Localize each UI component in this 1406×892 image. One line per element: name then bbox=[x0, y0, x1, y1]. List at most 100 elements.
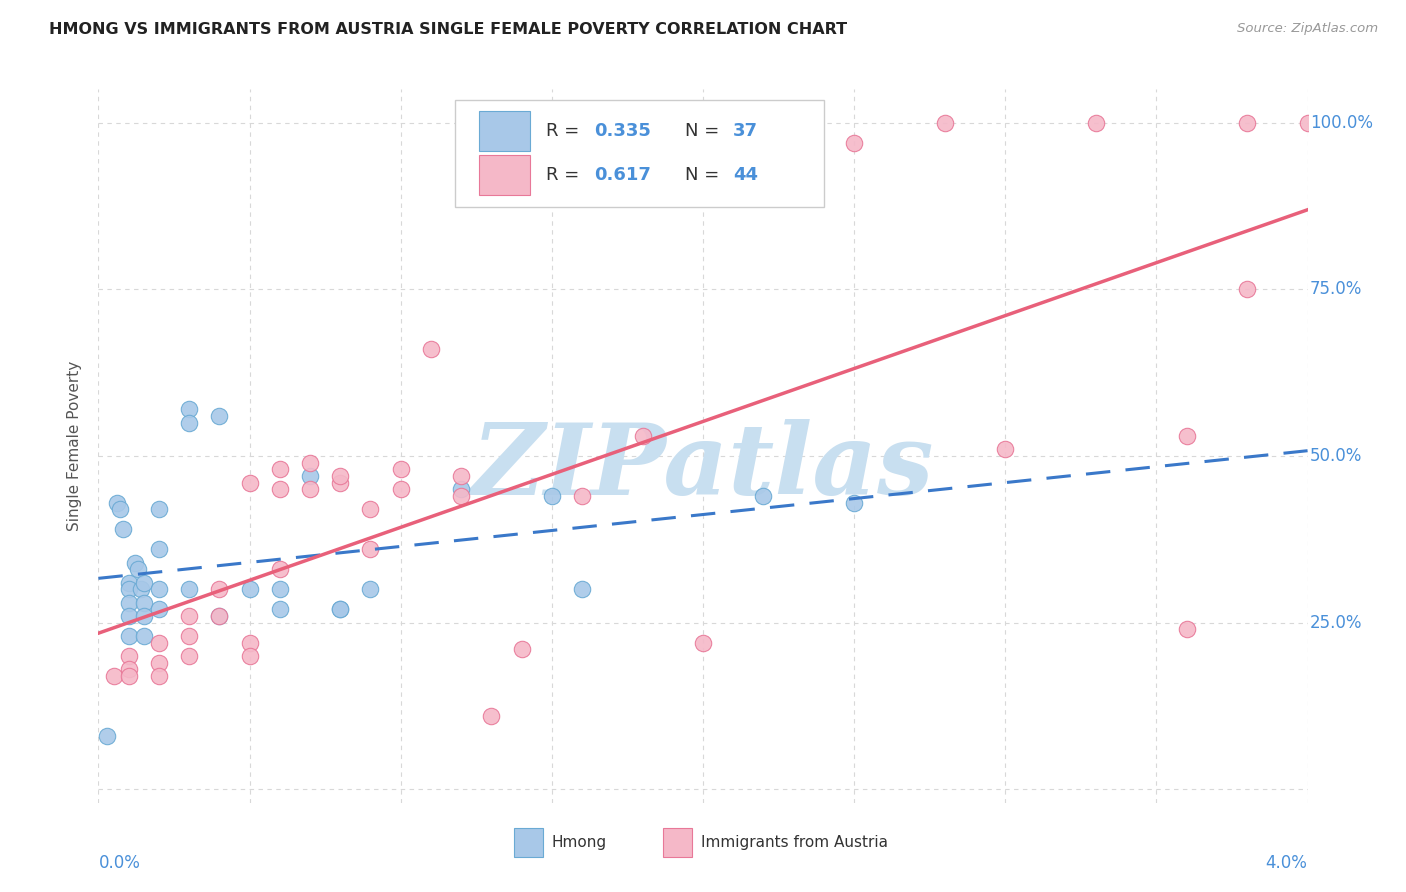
Point bbox=[631, 429, 654, 443]
Point bbox=[239, 636, 262, 650]
Text: ZIPatlas: ZIPatlas bbox=[472, 419, 934, 516]
Point bbox=[540, 489, 562, 503]
Point bbox=[148, 669, 170, 683]
Point bbox=[239, 475, 262, 490]
Point bbox=[179, 402, 201, 417]
Point bbox=[179, 649, 201, 664]
Point bbox=[269, 582, 291, 597]
FancyBboxPatch shape bbox=[515, 829, 543, 857]
Text: 0.0%: 0.0% bbox=[98, 855, 141, 872]
Point bbox=[111, 522, 134, 536]
Point bbox=[299, 483, 322, 497]
Point bbox=[269, 462, 291, 476]
Point bbox=[269, 602, 291, 616]
Point bbox=[299, 456, 322, 470]
Point bbox=[179, 629, 201, 643]
Text: 25.0%: 25.0% bbox=[1310, 614, 1362, 632]
Point bbox=[148, 602, 170, 616]
Point bbox=[129, 582, 152, 597]
Point bbox=[118, 575, 141, 590]
Text: 75.0%: 75.0% bbox=[1310, 280, 1362, 298]
Text: R =: R = bbox=[546, 121, 585, 139]
Text: HMONG VS IMMIGRANTS FROM AUSTRIA SINGLE FEMALE POVERTY CORRELATION CHART: HMONG VS IMMIGRANTS FROM AUSTRIA SINGLE … bbox=[49, 22, 848, 37]
Point bbox=[844, 496, 866, 510]
Point bbox=[148, 542, 170, 557]
Point bbox=[360, 542, 382, 557]
Point bbox=[934, 115, 956, 129]
Point bbox=[179, 582, 201, 597]
Text: 44: 44 bbox=[734, 166, 758, 184]
Point bbox=[269, 483, 291, 497]
Text: Immigrants from Austria: Immigrants from Austria bbox=[700, 835, 887, 850]
Point bbox=[389, 483, 412, 497]
Point bbox=[571, 489, 593, 503]
Point bbox=[118, 582, 141, 597]
Text: N =: N = bbox=[685, 121, 725, 139]
Point bbox=[103, 669, 125, 683]
Point bbox=[481, 709, 503, 723]
Point bbox=[1085, 115, 1108, 129]
Point bbox=[148, 502, 170, 516]
Point bbox=[208, 609, 231, 624]
Point bbox=[132, 575, 155, 590]
Point bbox=[208, 409, 231, 423]
Point bbox=[269, 562, 291, 576]
FancyBboxPatch shape bbox=[664, 829, 692, 857]
Point bbox=[239, 582, 262, 597]
Point bbox=[1296, 115, 1319, 129]
Point bbox=[329, 602, 352, 616]
Point bbox=[127, 562, 149, 576]
FancyBboxPatch shape bbox=[456, 100, 824, 207]
Point bbox=[1175, 623, 1198, 637]
Point bbox=[148, 656, 170, 670]
Text: R =: R = bbox=[546, 166, 585, 184]
Point bbox=[132, 609, 155, 624]
Point bbox=[179, 609, 201, 624]
Point bbox=[994, 442, 1017, 457]
Point bbox=[450, 483, 472, 497]
Point bbox=[510, 642, 533, 657]
Point bbox=[132, 596, 155, 610]
Text: N =: N = bbox=[685, 166, 725, 184]
Point bbox=[179, 416, 201, 430]
Point bbox=[299, 469, 322, 483]
Point bbox=[329, 475, 352, 490]
Point bbox=[1175, 429, 1198, 443]
Point bbox=[105, 496, 128, 510]
FancyBboxPatch shape bbox=[479, 111, 530, 151]
Point bbox=[450, 489, 472, 503]
Point bbox=[239, 649, 262, 664]
Point bbox=[1236, 282, 1258, 296]
Point bbox=[752, 489, 775, 503]
Point bbox=[692, 636, 714, 650]
Text: 37: 37 bbox=[734, 121, 758, 139]
Point bbox=[329, 602, 352, 616]
Point bbox=[148, 582, 170, 597]
Text: 100.0%: 100.0% bbox=[1310, 113, 1374, 131]
Point bbox=[118, 669, 141, 683]
Point bbox=[752, 115, 775, 129]
Point bbox=[118, 609, 141, 624]
Point bbox=[118, 649, 141, 664]
Point bbox=[844, 136, 866, 150]
Text: Hmong: Hmong bbox=[551, 835, 607, 850]
Point bbox=[118, 662, 141, 676]
Text: 0.335: 0.335 bbox=[595, 121, 651, 139]
Point bbox=[208, 582, 231, 597]
Point bbox=[571, 582, 593, 597]
Point bbox=[420, 343, 443, 357]
Point bbox=[118, 629, 141, 643]
Text: 50.0%: 50.0% bbox=[1310, 447, 1362, 465]
Point bbox=[360, 502, 382, 516]
FancyBboxPatch shape bbox=[479, 155, 530, 194]
Point bbox=[148, 636, 170, 650]
Point bbox=[124, 556, 146, 570]
Point bbox=[329, 469, 352, 483]
Text: Source: ZipAtlas.com: Source: ZipAtlas.com bbox=[1237, 22, 1378, 36]
Point bbox=[1236, 115, 1258, 129]
Text: 4.0%: 4.0% bbox=[1265, 855, 1308, 872]
Point bbox=[132, 629, 155, 643]
Y-axis label: Single Female Poverty: Single Female Poverty bbox=[67, 361, 83, 531]
Point bbox=[208, 609, 231, 624]
Point bbox=[450, 469, 472, 483]
